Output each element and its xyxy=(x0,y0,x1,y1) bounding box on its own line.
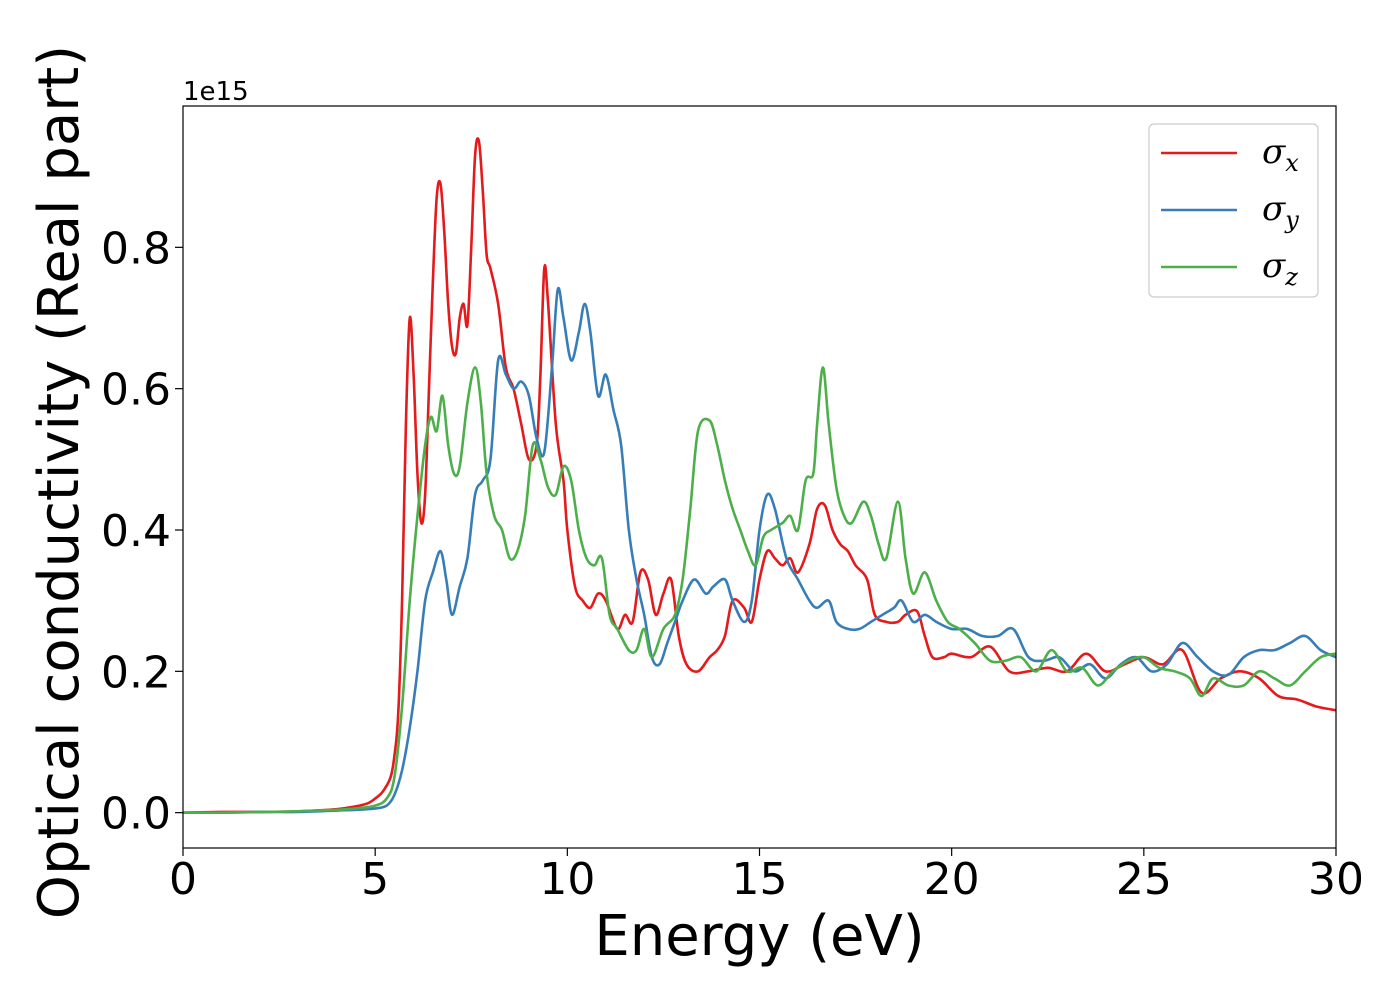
legend-label-y: σy xyxy=(1262,189,1299,234)
legend-label-z: σz xyxy=(1262,246,1298,291)
series-line-z xyxy=(183,366,1336,815)
y-tick-label: 0.2 xyxy=(101,647,171,698)
legend: σx σy σz xyxy=(1148,123,1319,298)
y-tick-label: 0.4 xyxy=(101,506,171,557)
x-tick-label: 20 xyxy=(924,854,980,905)
y-axis-title: Optical conductivity (Real part) xyxy=(27,45,92,919)
series-line-x xyxy=(183,137,1336,814)
x-tick-label: 10 xyxy=(539,854,595,905)
x-tick-label: 5 xyxy=(361,854,389,905)
x-tick-label: 0 xyxy=(169,854,197,905)
y-tick-label: 0.8 xyxy=(101,223,171,274)
x-axis-title: Energy (eV) xyxy=(594,904,924,969)
ticks-layer: 0 5 10 15 20 25 30 0.0 0.2 0.4 0.6 0.8 xyxy=(101,223,1364,905)
x-tick-label: 25 xyxy=(1116,854,1172,905)
series-layer xyxy=(183,137,1336,815)
legend-label-x: σx xyxy=(1262,132,1299,177)
x-tick-label: 15 xyxy=(732,854,788,905)
y-offset-label: 1e15 xyxy=(183,77,249,107)
x-tick-label: 30 xyxy=(1308,854,1364,905)
y-tick-label: 0.6 xyxy=(101,365,171,416)
y-tick-label: 0.0 xyxy=(101,789,171,840)
